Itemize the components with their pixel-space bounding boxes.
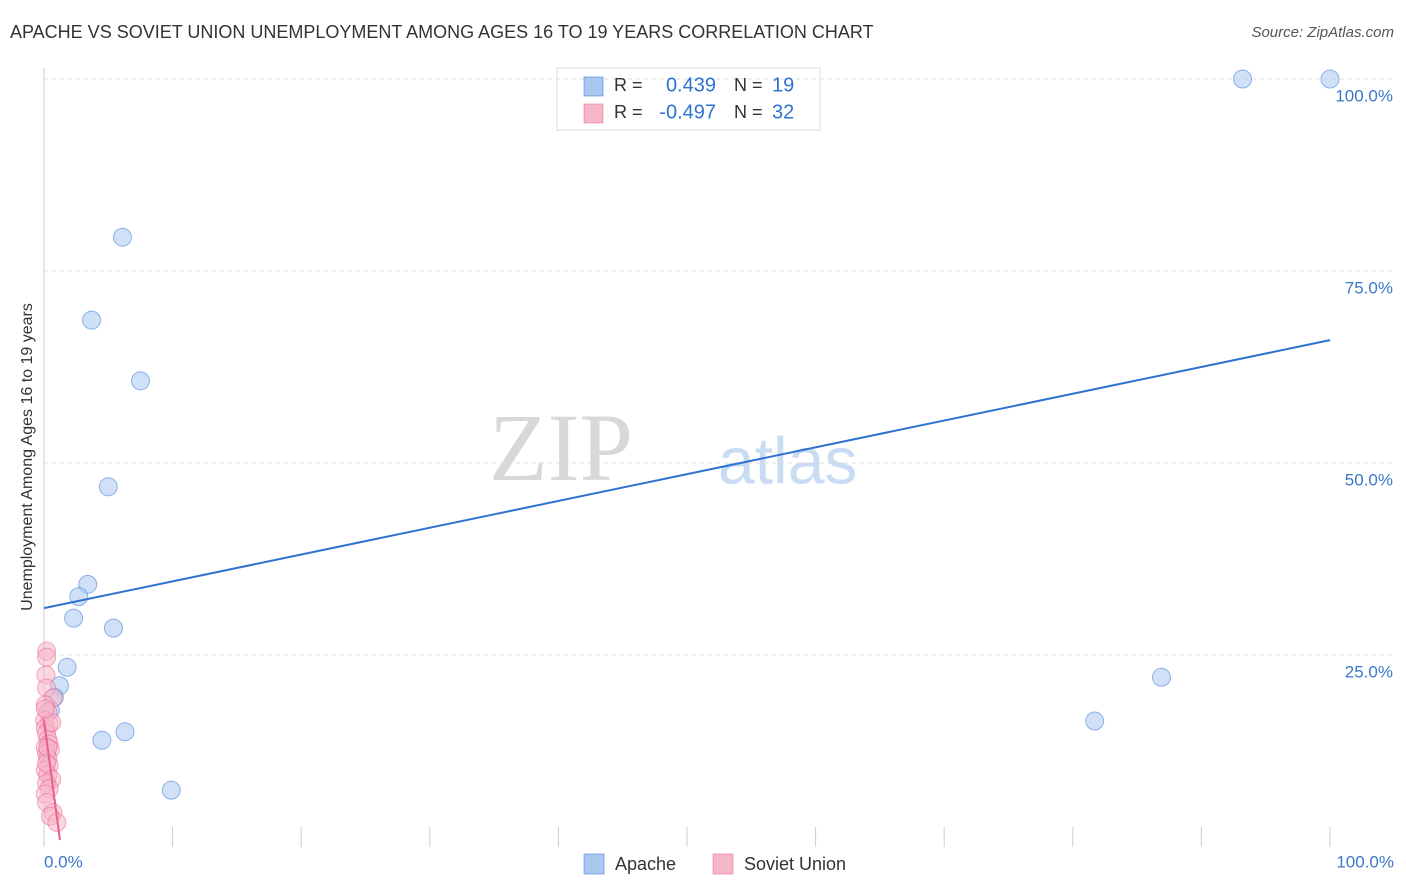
legend-n-label: N = bbox=[734, 75, 763, 95]
legend-n-label: N = bbox=[734, 102, 763, 122]
point bbox=[92, 730, 112, 750]
y-tick-label: 100.0% bbox=[1335, 86, 1393, 105]
x-tick-label: 0.0% bbox=[44, 852, 83, 871]
point bbox=[1233, 69, 1253, 89]
point bbox=[35, 699, 55, 719]
x-tick-label: 100.0% bbox=[1336, 852, 1394, 871]
point bbox=[82, 310, 102, 330]
point bbox=[98, 477, 118, 497]
legend-swatch bbox=[583, 76, 604, 97]
point bbox=[37, 753, 57, 773]
point bbox=[103, 618, 123, 638]
point bbox=[1320, 69, 1340, 89]
chart-title: APACHE VS SOVIET UNION UNEMPLOYMENT AMON… bbox=[10, 22, 874, 42]
trend-line bbox=[43, 339, 1331, 610]
legend-label: Apache bbox=[615, 854, 676, 874]
trend-line bbox=[43, 720, 61, 841]
point bbox=[161, 780, 181, 800]
legend-swatch bbox=[712, 853, 734, 875]
legend-swatch bbox=[583, 853, 605, 875]
watermark: atlas bbox=[718, 423, 857, 497]
point bbox=[1152, 667, 1172, 687]
legend-r: 0.439 bbox=[666, 74, 716, 96]
point bbox=[112, 227, 132, 247]
legend-label: Soviet Union bbox=[744, 854, 846, 874]
legend-n: 32 bbox=[772, 101, 794, 123]
y-tick-label: 50.0% bbox=[1345, 470, 1393, 489]
point bbox=[37, 647, 57, 667]
point bbox=[115, 722, 135, 742]
point bbox=[130, 371, 150, 391]
y-tick-label: 25.0% bbox=[1345, 662, 1393, 681]
point bbox=[64, 608, 84, 628]
point bbox=[57, 657, 77, 677]
y-axis-label: Unemployment Among Ages 16 to 19 years bbox=[19, 303, 36, 611]
legend-r: -0.497 bbox=[659, 101, 716, 123]
legend-r-label: R = bbox=[614, 75, 643, 95]
watermark: ZIP bbox=[489, 394, 633, 501]
legend-r-label: R = bbox=[614, 102, 643, 122]
y-tick-label: 75.0% bbox=[1345, 278, 1393, 297]
point bbox=[1085, 711, 1105, 731]
source: Source: ZipAtlas.com bbox=[1251, 24, 1394, 41]
legend-n: 19 bbox=[772, 74, 794, 96]
legend-swatch bbox=[583, 103, 604, 124]
